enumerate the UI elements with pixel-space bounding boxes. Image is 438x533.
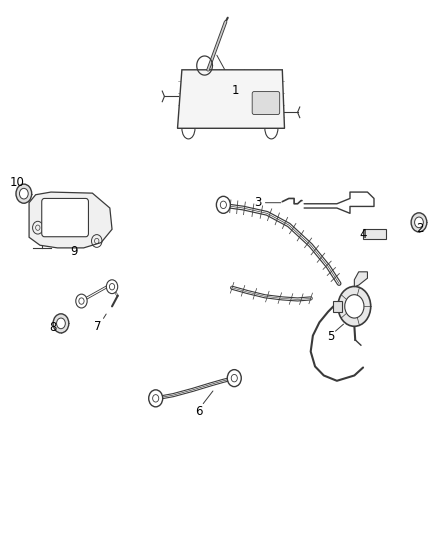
Text: 6: 6 xyxy=(195,405,202,417)
Text: 4: 4 xyxy=(359,228,367,240)
Polygon shape xyxy=(177,70,285,128)
Polygon shape xyxy=(333,301,342,312)
Text: 2: 2 xyxy=(416,222,424,235)
Text: 5: 5 xyxy=(327,330,334,343)
Circle shape xyxy=(216,196,230,213)
Circle shape xyxy=(345,295,364,318)
FancyBboxPatch shape xyxy=(42,198,88,237)
Circle shape xyxy=(76,294,87,308)
Ellipse shape xyxy=(338,286,371,326)
FancyBboxPatch shape xyxy=(252,92,280,115)
Text: 8: 8 xyxy=(49,321,57,334)
Text: 9: 9 xyxy=(70,245,78,258)
Circle shape xyxy=(149,390,162,407)
Circle shape xyxy=(19,188,28,199)
Polygon shape xyxy=(29,192,112,248)
Circle shape xyxy=(16,184,32,203)
Text: 3: 3 xyxy=(254,196,262,209)
Circle shape xyxy=(106,280,118,294)
Polygon shape xyxy=(354,272,367,287)
Circle shape xyxy=(57,318,65,329)
FancyBboxPatch shape xyxy=(363,229,386,239)
Circle shape xyxy=(415,217,424,228)
Text: 10: 10 xyxy=(10,176,25,189)
Circle shape xyxy=(411,213,427,232)
Circle shape xyxy=(227,369,241,386)
Text: 7: 7 xyxy=(94,320,101,333)
Circle shape xyxy=(53,314,69,333)
Text: 1: 1 xyxy=(232,84,239,96)
